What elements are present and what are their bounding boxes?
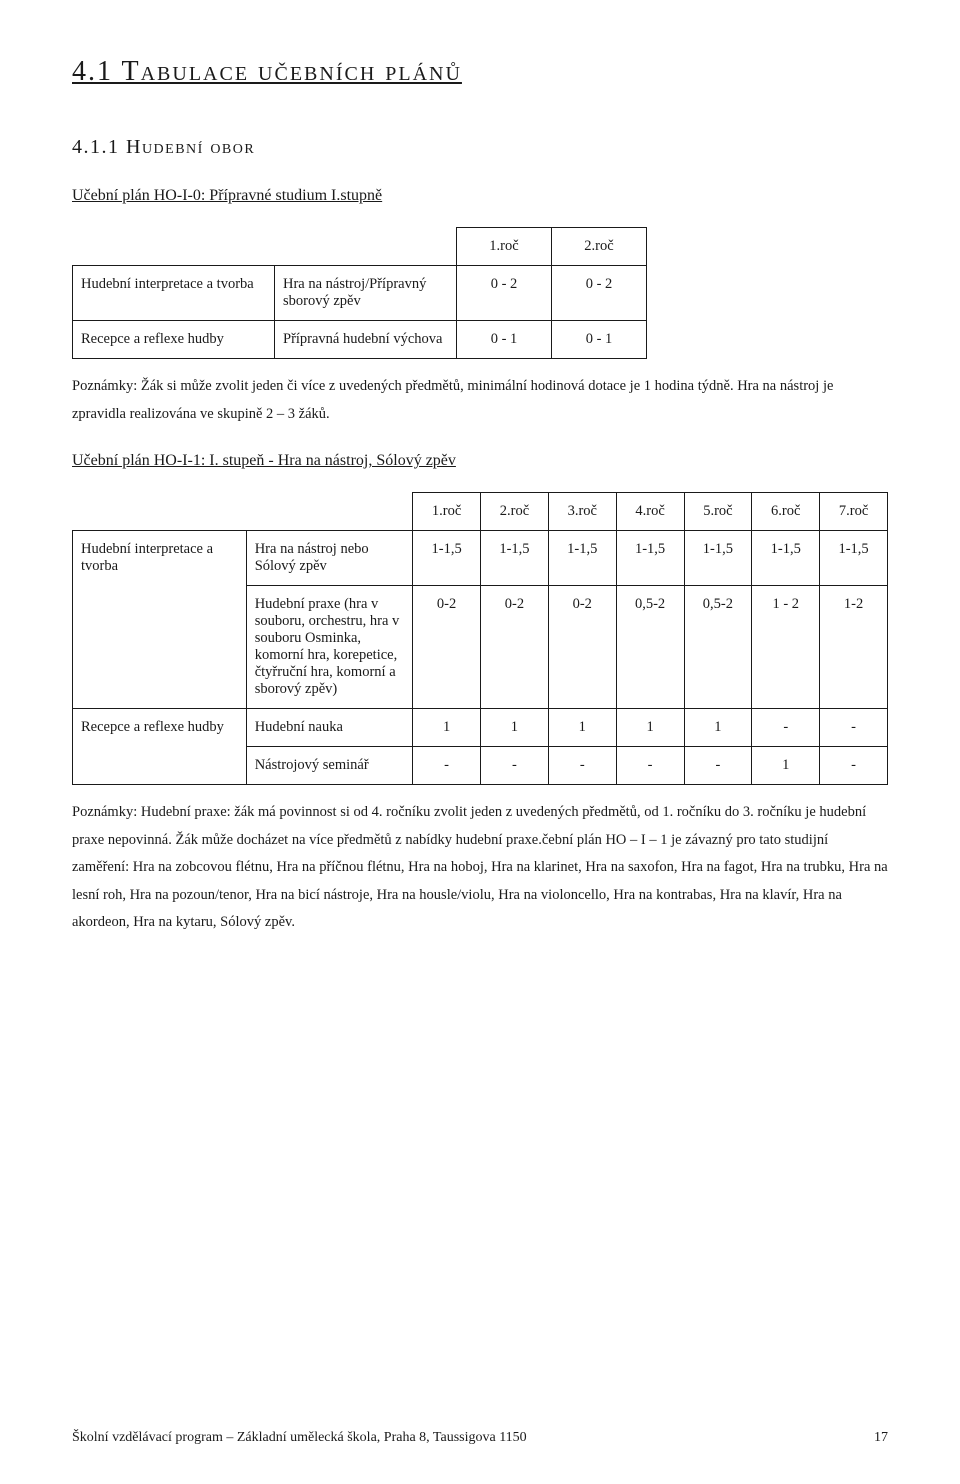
table-cell: 1-1,5 xyxy=(820,531,888,586)
table-cell: - xyxy=(616,747,684,785)
table-header: 1.roč xyxy=(413,493,481,531)
table-cell: 0,5-2 xyxy=(684,586,752,709)
table-header: 2.roč xyxy=(552,228,647,266)
table-cell: Recepce a reflexe hudby xyxy=(73,709,247,785)
table-cell: 0,5-2 xyxy=(616,586,684,709)
table-plan-0: 1.roč 2.roč Hudební interpretace a tvorb… xyxy=(72,227,647,359)
table-cell: 0-2 xyxy=(481,586,549,709)
table-cell: 1 xyxy=(548,709,616,747)
table-cell: Hudební interpretace a tvorba xyxy=(73,266,275,321)
table-cell: 1 - 2 xyxy=(752,586,820,709)
table-cell: - xyxy=(820,709,888,747)
table-cell: Hudební interpretace a tvorba xyxy=(73,531,247,709)
heading-plan-0: Učební plán HO-I-0: Přípravné studium I.… xyxy=(72,187,888,205)
table-header: 3.roč xyxy=(548,493,616,531)
table-cell: - xyxy=(820,747,888,785)
table-cell-empty xyxy=(246,493,412,531)
table-cell: 1-1,5 xyxy=(616,531,684,586)
table-cell-empty xyxy=(73,228,275,266)
table-cell: 1 xyxy=(616,709,684,747)
table-cell: Přípravná hudební výchova xyxy=(275,321,457,359)
table-cell: 0 - 2 xyxy=(552,266,647,321)
note-paragraph: Poznámky: Žák si může zvolit jeden či ví… xyxy=(72,373,888,428)
table-header: 4.roč xyxy=(616,493,684,531)
table-cell: - xyxy=(413,747,481,785)
table-cell: 0 - 1 xyxy=(552,321,647,359)
table-cell: 1 xyxy=(752,747,820,785)
heading-plan-1: Učební plán HO-I-1: I. stupeň - Hra na n… xyxy=(72,452,888,470)
table-cell: - xyxy=(752,709,820,747)
table-cell: Hra na nástroj/Přípravný sborový zpěv xyxy=(275,266,457,321)
page: 4.1 Tabulace učebních plánů 4.1.1 Hudebn… xyxy=(0,0,960,1484)
table-cell: Hudební nauka xyxy=(246,709,412,747)
note-paragraph: Poznámky: Hudební praxe: žák má povinnos… xyxy=(72,799,888,937)
table-cell: 1 xyxy=(684,709,752,747)
table-cell: 1 xyxy=(413,709,481,747)
table-cell-empty xyxy=(73,493,247,531)
table-cell: 1-1,5 xyxy=(752,531,820,586)
table-cell: Hra na nástroj nebo Sólový zpěv xyxy=(246,531,412,586)
table-cell: 1 xyxy=(481,709,549,747)
table-cell-empty xyxy=(275,228,457,266)
table-cell: Recepce a reflexe hudby xyxy=(73,321,275,359)
table-cell: 1-1,5 xyxy=(684,531,752,586)
table-header: 6.roč xyxy=(752,493,820,531)
table-cell: 1-2 xyxy=(820,586,888,709)
table-cell: 0-2 xyxy=(548,586,616,709)
table-header: 1.roč xyxy=(457,228,552,266)
table-header: 5.roč xyxy=(684,493,752,531)
table-cell: Hudební praxe (hra v souboru, orchestru,… xyxy=(246,586,412,709)
table-cell: Nástrojový seminář xyxy=(246,747,412,785)
table-cell: 0 - 2 xyxy=(457,266,552,321)
table-header: 7.roč xyxy=(820,493,888,531)
page-footer: Školní vzdělávací program – Základní umě… xyxy=(72,1430,888,1446)
table-cell: - xyxy=(548,747,616,785)
table-plan-1: 1.roč 2.roč 3.roč 4.roč 5.roč 6.roč 7.ro… xyxy=(72,492,888,785)
footer-left: Školní vzdělávací program – Základní umě… xyxy=(72,1430,527,1446)
table-cell: 1-1,5 xyxy=(548,531,616,586)
heading-subsection: 4.1.1 Hudební obor xyxy=(72,136,888,159)
table-cell: - xyxy=(684,747,752,785)
table-cell: 1-1,5 xyxy=(481,531,549,586)
heading-section-number: 4.1 Tabulace učebních plánů xyxy=(72,56,888,88)
table-header: 2.roč xyxy=(481,493,549,531)
table-cell: - xyxy=(481,747,549,785)
table-cell: 0 - 1 xyxy=(457,321,552,359)
table-cell: 1-1,5 xyxy=(413,531,481,586)
footer-page-number: 17 xyxy=(874,1430,888,1446)
table-cell: 0-2 xyxy=(413,586,481,709)
